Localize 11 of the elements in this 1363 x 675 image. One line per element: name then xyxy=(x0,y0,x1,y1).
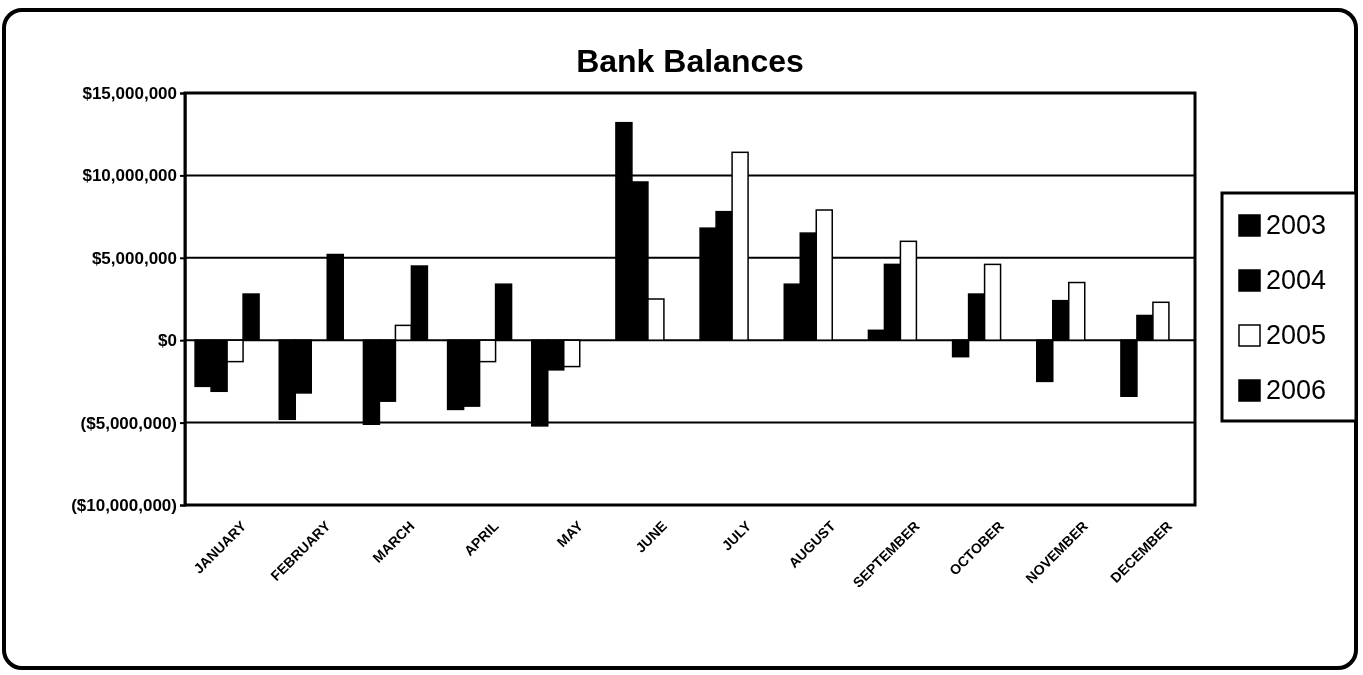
y-tick-label: $10,000,000 xyxy=(82,166,177,186)
y-tick-label: $5,000,000 xyxy=(91,248,177,268)
y-tick-label: $15,000,000 xyxy=(82,83,177,103)
legend-label: 2003 xyxy=(1266,210,1327,240)
y-tick-label: ($10,000,000) xyxy=(71,495,177,515)
legend-label: 2005 xyxy=(1266,320,1327,350)
legend-label: 2004 xyxy=(1266,265,1327,295)
y-tick-label: $0 xyxy=(158,331,177,351)
legend-label: 2006 xyxy=(1266,375,1327,405)
chart-title: Bank Balances xyxy=(576,43,804,79)
y-tick-label: ($5,000,000) xyxy=(80,413,177,433)
